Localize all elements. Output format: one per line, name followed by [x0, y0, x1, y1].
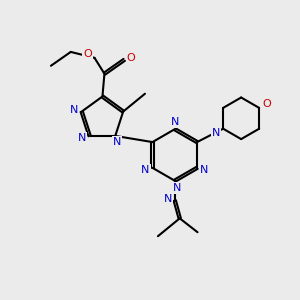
Text: O: O: [83, 49, 92, 59]
Text: O: O: [263, 99, 272, 109]
Text: N: N: [171, 117, 179, 127]
Text: N: N: [113, 137, 122, 147]
Text: N: N: [70, 105, 78, 115]
Text: O: O: [127, 53, 136, 63]
Text: N: N: [164, 194, 172, 203]
Text: N: N: [212, 128, 220, 138]
Text: N: N: [172, 183, 181, 193]
Text: N: N: [141, 165, 150, 175]
Text: N: N: [77, 133, 86, 143]
Text: N: N: [200, 165, 208, 175]
